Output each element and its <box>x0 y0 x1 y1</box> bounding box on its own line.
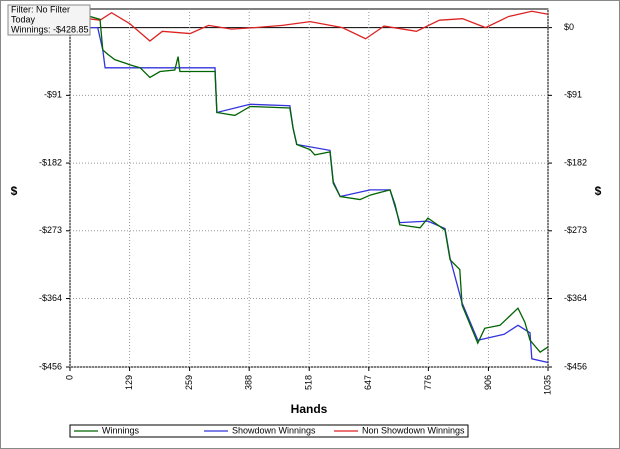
legend-label: Non Showdown Winnings <box>362 425 465 435</box>
y2-tick-label: -$91 <box>564 90 582 100</box>
x-tick-label: 259 <box>184 375 194 390</box>
legend-label: Winnings <box>102 425 140 435</box>
info-box <box>7 4 91 36</box>
plot-area <box>69 8 549 368</box>
y-tick-label: -$182 <box>39 157 62 167</box>
x-tick-label: 906 <box>483 375 493 390</box>
y-tick-label: -$456 <box>39 361 62 371</box>
info-text: Today <box>11 14 36 24</box>
x-tick-label: 129 <box>124 375 134 390</box>
y2-tick-label: $0 <box>564 22 574 32</box>
info-text: Filter: No Filter <box>11 4 70 14</box>
y-tick-label: -$364 <box>39 293 62 303</box>
y2-tick-label: -$273 <box>564 225 587 235</box>
y-tick-label: -$91 <box>44 90 62 100</box>
x-tick-label: 388 <box>244 375 254 390</box>
legend-label: Showdown Winnings <box>232 425 316 435</box>
series-line <box>69 14 549 353</box>
y-tick-label: -$273 <box>39 225 62 235</box>
info-text: Winnings: -$428.85 <box>11 24 89 34</box>
y2-axis-title: $ <box>595 184 602 198</box>
x-tick-label: 647 <box>363 375 373 390</box>
y2-tick-label: -$364 <box>564 293 587 303</box>
y2-tick-label: -$456 <box>564 361 587 371</box>
x-tick-label: 0 <box>64 375 74 380</box>
x-axis-title: Hands <box>291 402 328 416</box>
series-line <box>69 10 549 42</box>
legend-box <box>69 424 469 438</box>
x-tick-label: 1035 <box>542 375 552 395</box>
y2-tick-label: -$182 <box>564 157 587 167</box>
y-axis-title: $ <box>11 184 18 198</box>
x-tick-label: 776 <box>423 375 433 390</box>
x-tick-label: 518 <box>304 375 314 390</box>
